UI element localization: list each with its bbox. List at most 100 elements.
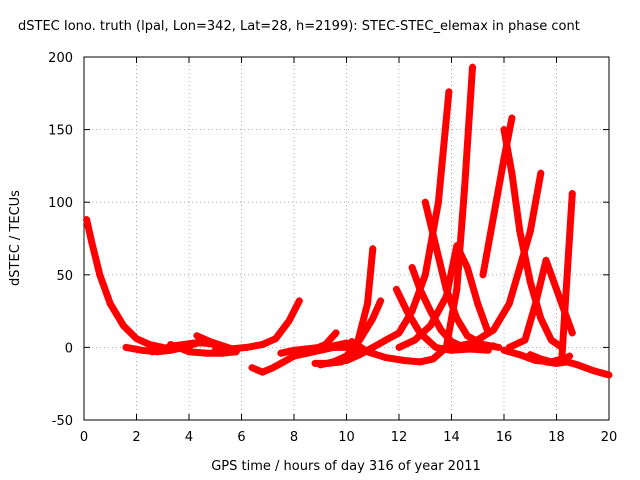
data-point-marker (495, 343, 503, 351)
data-point-marker (159, 345, 167, 353)
data-point-marker (589, 367, 597, 375)
data-point-marker (521, 336, 529, 344)
data-point-marker (469, 339, 476, 347)
data-series (448, 169, 545, 351)
data-point-marker (211, 346, 219, 354)
y-tick-label: 0 (65, 341, 73, 356)
data-point-marker (574, 361, 581, 369)
data-point-marker (290, 352, 298, 360)
data-point-marker (138, 346, 146, 354)
x-tick-label: 12 (391, 430, 408, 445)
data-point-marker (272, 335, 280, 343)
series-trace (479, 114, 516, 279)
data-point-marker (343, 356, 350, 364)
data-point-marker (516, 351, 524, 359)
chart-title: dSTEC Iono. truth (lpal, Lon=342, Lat=28… (18, 19, 580, 34)
x-tick-label: 18 (548, 430, 565, 445)
data-point-marker (553, 285, 560, 293)
x-tick-label: 0 (80, 430, 88, 445)
data-point-marker (356, 351, 364, 359)
data-point-marker (432, 343, 440, 351)
data-point-marker (437, 326, 445, 334)
data-point-marker (516, 227, 524, 235)
data-point-marker (463, 264, 471, 272)
data-series (395, 242, 492, 351)
data-series (500, 189, 576, 366)
data-series (408, 264, 492, 354)
data-point-marker (190, 339, 198, 347)
x-axis-label: GPS time / hours of day 316 of year 2011 (211, 459, 481, 474)
data-point-marker (429, 355, 437, 363)
data-point-marker (122, 343, 130, 351)
data-point-marker (403, 307, 411, 315)
data-point-marker (508, 114, 516, 122)
data-point-marker (295, 297, 303, 305)
data-point-marker (400, 356, 408, 364)
data-point-marker (547, 336, 555, 344)
data-point-marker (547, 358, 555, 366)
data-point-marker (442, 293, 450, 301)
data-point-marker (88, 239, 96, 247)
data-point-marker (448, 343, 455, 351)
y-tick-label: 100 (48, 196, 73, 211)
series-trace (395, 242, 492, 351)
series-trace (83, 216, 167, 351)
data-points (83, 63, 613, 379)
data-point-marker (316, 361, 324, 369)
data-point-marker (369, 343, 377, 351)
data-point-marker (369, 245, 377, 253)
data-point-marker (542, 256, 550, 264)
data-point-marker (392, 285, 400, 293)
series-trace (211, 297, 303, 354)
data-series (211, 297, 303, 354)
x-tick-label: 4 (185, 430, 193, 445)
data-point-marker (382, 336, 390, 344)
x-tick-label: 6 (237, 430, 245, 445)
data-point-marker (479, 271, 487, 279)
data-point-marker (377, 297, 385, 305)
data-point-marker (203, 349, 211, 357)
series-trace (505, 256, 576, 351)
data-point-marker (411, 336, 419, 344)
data-point-marker (490, 326, 497, 334)
data-point-marker (427, 307, 434, 315)
data-point-marker (421, 271, 429, 279)
axis-ticks: 0 2 4 6 8 10 12 14 16 18 20 -50 0 50 100 150 200 (48, 51, 617, 445)
data-point-marker (96, 271, 104, 279)
data-series (83, 216, 167, 351)
data-point-marker (537, 169, 545, 177)
data-point-marker (416, 285, 424, 293)
data-point-marker (526, 351, 534, 359)
plot-frame (83, 56, 610, 421)
data-point-marker (382, 354, 390, 362)
data-point-marker (453, 242, 461, 250)
data-point-marker (432, 242, 440, 250)
data-point-marker (206, 338, 214, 346)
data-point-marker (148, 348, 156, 356)
data-point-marker (343, 343, 350, 351)
data-point-marker (303, 349, 311, 357)
data-point-marker (369, 314, 377, 322)
data-series (526, 351, 574, 366)
data-point-marker (537, 314, 545, 322)
x-tick-label: 2 (132, 430, 140, 445)
data-point-marker (364, 348, 371, 356)
x-tick-label: 8 (290, 430, 298, 445)
data-point-marker (395, 343, 403, 351)
data-point-marker (500, 346, 508, 354)
data-point-marker (532, 300, 539, 308)
data-point-marker (445, 88, 453, 96)
data-point-marker (277, 349, 285, 357)
data-point-marker (259, 340, 266, 348)
data-point-marker (427, 322, 434, 330)
data-point-marker (269, 364, 277, 372)
data-point-marker (193, 332, 201, 340)
data-point-marker (227, 345, 235, 353)
data-point-marker (474, 300, 482, 308)
data-series (348, 63, 476, 366)
data-point-marker (605, 371, 613, 379)
data-point-marker (119, 322, 127, 330)
grid-lines (84, 57, 609, 420)
data-point-marker (248, 364, 256, 372)
